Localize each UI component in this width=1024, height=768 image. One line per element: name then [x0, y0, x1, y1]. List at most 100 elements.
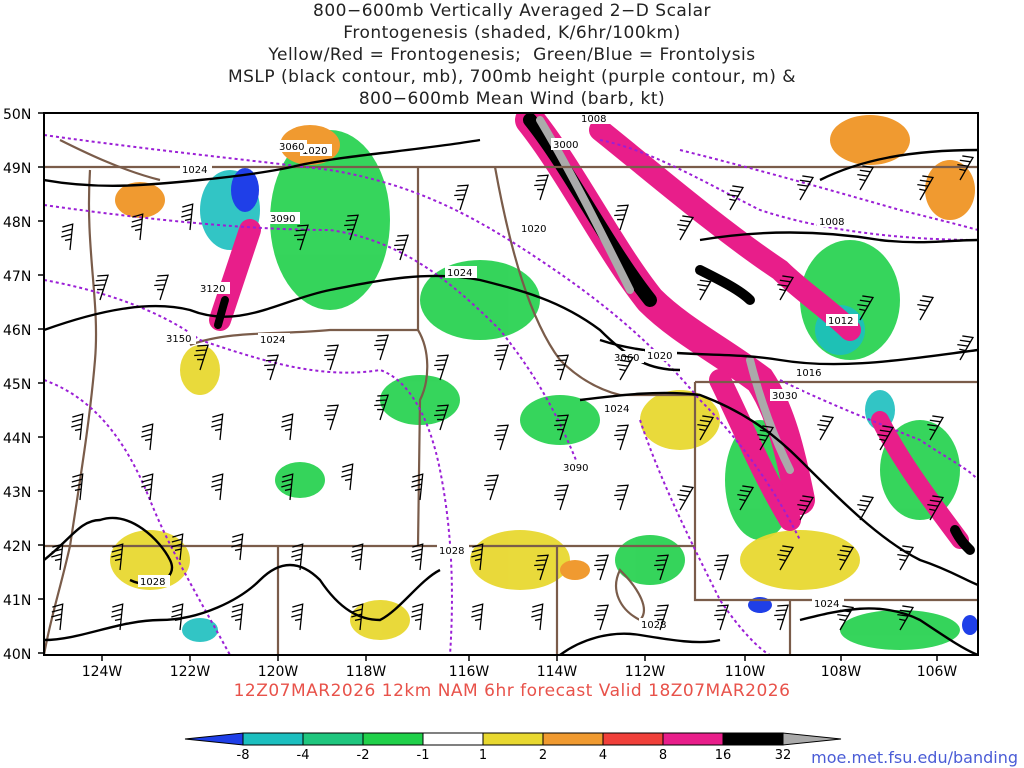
svg-text:1024: 1024: [182, 165, 207, 176]
mslp-label: 1024: [180, 163, 212, 176]
colorbar-swatch: [362, 732, 424, 746]
wind-barb: [324, 344, 339, 371]
lon-label: 124W: [82, 664, 123, 680]
wind-barb: [727, 185, 745, 211]
wind-barb: [594, 554, 609, 581]
svg-text:1020: 1020: [302, 146, 327, 157]
wind-barb: [614, 204, 629, 231]
wind-barb: [374, 334, 389, 361]
wind-barb: [94, 274, 109, 301]
wind-barb: [654, 554, 669, 581]
wind-barb: [554, 414, 569, 441]
wind-barb: [71, 473, 84, 501]
wind-barb: [394, 234, 409, 261]
wind-barb: [614, 484, 629, 511]
svg-text:3090: 3090: [270, 214, 295, 225]
lat-ticks: [38, 112, 44, 654]
wind-barb: [411, 543, 424, 571]
wind-barb: [111, 543, 124, 571]
wind-barb: [617, 355, 635, 381]
lon-label: 112W: [625, 664, 666, 680]
mslp-label: 1024: [602, 402, 634, 415]
wind-barb: [454, 184, 469, 211]
colorbar-tick-label: -2: [357, 748, 370, 763]
mslp-label: 1028: [138, 575, 170, 588]
colorbar-tick-label: -1: [417, 748, 430, 763]
svg-text:1024: 1024: [260, 335, 285, 346]
lon-label: 122W: [170, 664, 211, 680]
colorbar-swatch: [242, 732, 304, 746]
wind-barb: [484, 474, 499, 501]
wind-barb: [291, 603, 304, 631]
wind-barb: [534, 554, 549, 581]
wind-barb: [294, 224, 309, 251]
colorbar-tick-label: 16: [715, 748, 732, 763]
wind-barb: [697, 415, 715, 441]
state-borders: [44, 139, 978, 655]
mslp-label: 1020: [300, 144, 332, 157]
wind-barb: [714, 554, 729, 581]
height-label: 3060: [277, 140, 307, 153]
wind-barb: [341, 463, 354, 491]
wind-barb: [677, 215, 695, 241]
wind-barb: [131, 213, 144, 241]
wind-barb: [141, 423, 154, 451]
wind-barb: [777, 275, 795, 301]
mslp-label: 1020: [645, 349, 677, 362]
wind-barb: [697, 275, 715, 301]
mslp-label: 1028: [437, 544, 469, 557]
colorbar-tick-label: 2: [539, 748, 547, 763]
wind-barb: [857, 495, 875, 521]
svg-text:1016: 1016: [796, 368, 821, 379]
lon-label: 118W: [346, 664, 387, 680]
wind-barb: [494, 344, 509, 371]
colorbar: -8 -4 -2 -1 1 2 4 8 16 32: [184, 732, 842, 763]
lat-label: 49N: [3, 161, 31, 177]
wind-barb: [927, 415, 945, 441]
svg-text:3060: 3060: [614, 353, 639, 364]
wind-barb: [281, 473, 294, 501]
lon-label: 108W: [821, 664, 862, 680]
wind-barb: [351, 603, 364, 631]
wind-barb: [324, 404, 339, 431]
wind-barb: [411, 603, 424, 631]
lon-label: 120W: [258, 664, 299, 680]
latitude-axis: 50N 49N 48N 47N 46N 45N 44N 43N 42N 41N …: [3, 107, 31, 663]
wind-barb: [857, 295, 875, 321]
wind-barb: [211, 413, 224, 441]
wind-barb: [774, 604, 789, 631]
wind-barbs: [51, 155, 975, 631]
colorbar-tick-label: -8: [237, 748, 250, 763]
wind-barb: [374, 394, 389, 421]
title-line-2: Frontogenesis (shaded, K/6hr/100km): [343, 23, 681, 43]
plot-frame: [43, 112, 979, 656]
lon-label: 116W: [449, 664, 490, 680]
title-line-5: 800−600mb Mean Wind (barb, kt): [358, 89, 666, 109]
wind-barb: [71, 413, 84, 441]
lat-label: 43N: [3, 485, 31, 501]
wind-barb: [897, 545, 915, 571]
wind-barb: [471, 603, 484, 631]
wind-barb: [857, 165, 875, 191]
wind-barb: [494, 424, 509, 451]
wind-barb: [714, 604, 729, 631]
wind-barb: [917, 175, 935, 201]
lat-label: 44N: [3, 431, 31, 447]
lat-label: 46N: [3, 323, 31, 339]
wind-barb: [531, 603, 544, 631]
longitude-axis: 124W 122W 120W 118W 116W 114W 112W 110W …: [82, 664, 958, 680]
colorbar-tick-label: 4: [599, 748, 607, 763]
credit-link[interactable]: moe.met.fsu.edu/banding: [811, 748, 1018, 767]
lon-label: 110W: [725, 664, 766, 680]
lat-label: 42N: [3, 539, 31, 555]
height-label: 3030: [770, 389, 802, 402]
wind-barb: [797, 175, 815, 201]
wind-barb: [141, 473, 154, 501]
colorbar-swatch: [602, 732, 664, 746]
colorbar-swatch: [722, 732, 784, 746]
svg-text:1020: 1020: [647, 351, 672, 362]
svg-text:1028: 1028: [641, 620, 666, 631]
forecast-valid-time: 12Z07MAR2026 12km NAM 6hr forecast Valid…: [233, 681, 791, 701]
wind-barb: [534, 174, 549, 201]
